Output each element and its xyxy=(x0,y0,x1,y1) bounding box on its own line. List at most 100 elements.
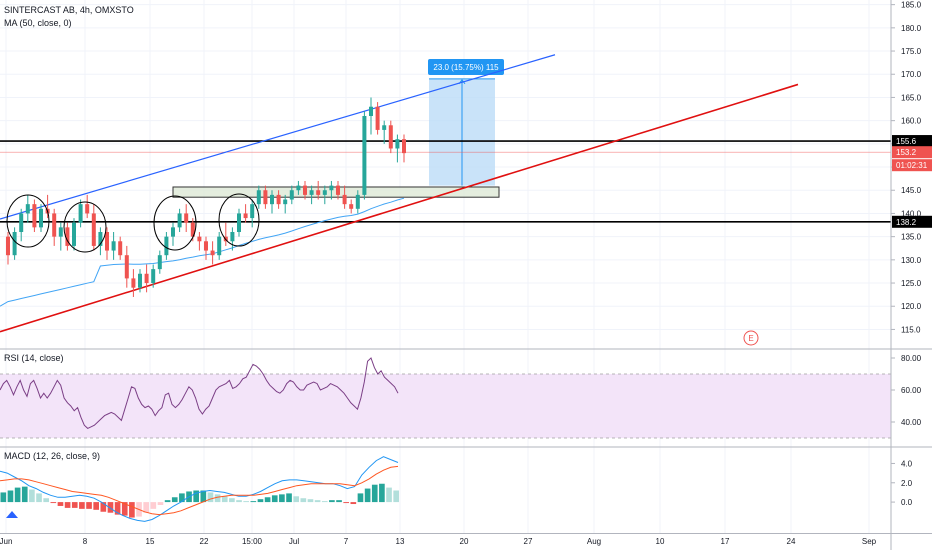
candle xyxy=(78,199,83,228)
signal-line xyxy=(0,465,399,516)
candle xyxy=(85,194,90,219)
macd-histogram-bar xyxy=(121,502,128,516)
candle xyxy=(210,241,215,265)
candle xyxy=(98,227,103,256)
price-tag-label: 01:02:31 xyxy=(896,161,928,170)
macd-histogram-bar xyxy=(221,496,228,503)
annotation-circle[interactable] xyxy=(63,201,107,253)
candle-body xyxy=(131,278,136,288)
candle-body xyxy=(118,241,123,256)
macd-histogram-bar xyxy=(21,486,28,503)
macd-axis-label: 2.0 xyxy=(901,479,913,488)
price-axis-label: 170.0 xyxy=(901,70,922,79)
candle-body xyxy=(78,204,83,223)
price-tag-background xyxy=(892,146,932,159)
tradingview-logo-icon xyxy=(6,511,18,518)
candle xyxy=(362,111,367,200)
earnings-event-label: E xyxy=(748,334,753,343)
time-axis-label: 15:00 xyxy=(242,537,263,546)
candle xyxy=(58,222,63,251)
candle xyxy=(289,185,294,205)
candle-body xyxy=(25,204,30,214)
candle-body xyxy=(111,241,116,251)
candle-body xyxy=(276,194,281,205)
candle xyxy=(111,232,116,260)
candle-body xyxy=(243,213,248,219)
price-axis-label: 180.0 xyxy=(901,24,922,33)
macd-histogram-bar xyxy=(14,487,21,503)
candle xyxy=(12,227,17,260)
macd-histogram-bar xyxy=(7,490,14,503)
candle-body xyxy=(289,190,294,200)
candle-body xyxy=(105,232,109,251)
candle-body xyxy=(303,185,307,195)
candle xyxy=(151,264,156,288)
macd-histogram-bar xyxy=(57,502,64,506)
candle-body xyxy=(402,139,406,154)
macd-axis-label: 4.0 xyxy=(901,459,913,468)
macd-histogram-bar xyxy=(100,502,107,512)
price-tag-background xyxy=(892,215,932,228)
price-axis-label: 130.0 xyxy=(901,256,922,265)
candle-body xyxy=(52,213,57,237)
candle xyxy=(157,250,162,274)
macd-histogram-bar xyxy=(379,483,385,503)
macd-histogram-bar xyxy=(293,496,299,503)
candle xyxy=(276,190,281,209)
candle-body xyxy=(382,125,387,130)
earnings-event-icon[interactable] xyxy=(743,330,759,346)
candle xyxy=(349,199,354,214)
candle-body xyxy=(210,250,215,256)
price-tag-label: 155.6 xyxy=(896,137,917,146)
rsi-line xyxy=(0,357,399,429)
time-axis-label: 17 xyxy=(721,537,730,546)
macd-histogram-bar xyxy=(64,502,71,508)
candle xyxy=(39,204,43,232)
time-axis-label: 24 xyxy=(787,537,796,546)
candle xyxy=(118,236,123,260)
candle xyxy=(243,204,248,223)
macd-histogram-bar xyxy=(150,502,157,509)
candle xyxy=(144,264,149,293)
candle-body xyxy=(91,213,96,246)
annotation-circle[interactable] xyxy=(153,195,197,251)
macd-histogram-bar xyxy=(371,484,378,503)
candle-body xyxy=(355,194,360,209)
candle-body xyxy=(369,106,373,116)
candle-body xyxy=(395,139,400,149)
candle-body xyxy=(65,227,70,246)
candle-body xyxy=(256,190,261,205)
candle xyxy=(184,204,189,232)
candle-body xyxy=(362,116,367,195)
price-axis-label: 165.0 xyxy=(901,93,922,102)
macd-histogram-bar xyxy=(200,490,207,503)
macd-histogram-bar xyxy=(157,502,164,505)
macd-histogram-bar xyxy=(321,501,328,503)
candle xyxy=(171,222,175,246)
candle xyxy=(204,236,208,260)
candle-body xyxy=(237,213,241,232)
candle-body xyxy=(336,185,340,195)
time-axis-label: 10 xyxy=(656,537,665,546)
price-axis-label: 160.0 xyxy=(901,117,922,126)
annotation-circle[interactable] xyxy=(218,193,260,247)
macd-histogram-bar xyxy=(29,489,35,503)
channel-upper-line[interactable] xyxy=(0,54,556,220)
macd-histogram-bar xyxy=(350,502,357,505)
macd-histogram-bar xyxy=(271,495,278,503)
price-axis-label: 175.0 xyxy=(901,47,922,56)
candle xyxy=(402,134,406,163)
candle xyxy=(52,208,57,246)
measure-label-background xyxy=(428,59,504,75)
rsi-indicator-title: RSI (14, close) xyxy=(4,353,64,363)
symbol-title: SINTERCAST AB, 4h, OMXSTO xyxy=(4,5,134,15)
macd-histogram-bar xyxy=(107,502,114,513)
candle xyxy=(303,180,307,200)
macd-histogram-bar xyxy=(179,493,185,503)
candle xyxy=(322,185,327,205)
price-axis-label: 125.0 xyxy=(901,279,922,288)
time-axis-label: 7 xyxy=(344,537,349,546)
annotation-circle[interactable] xyxy=(6,194,50,248)
